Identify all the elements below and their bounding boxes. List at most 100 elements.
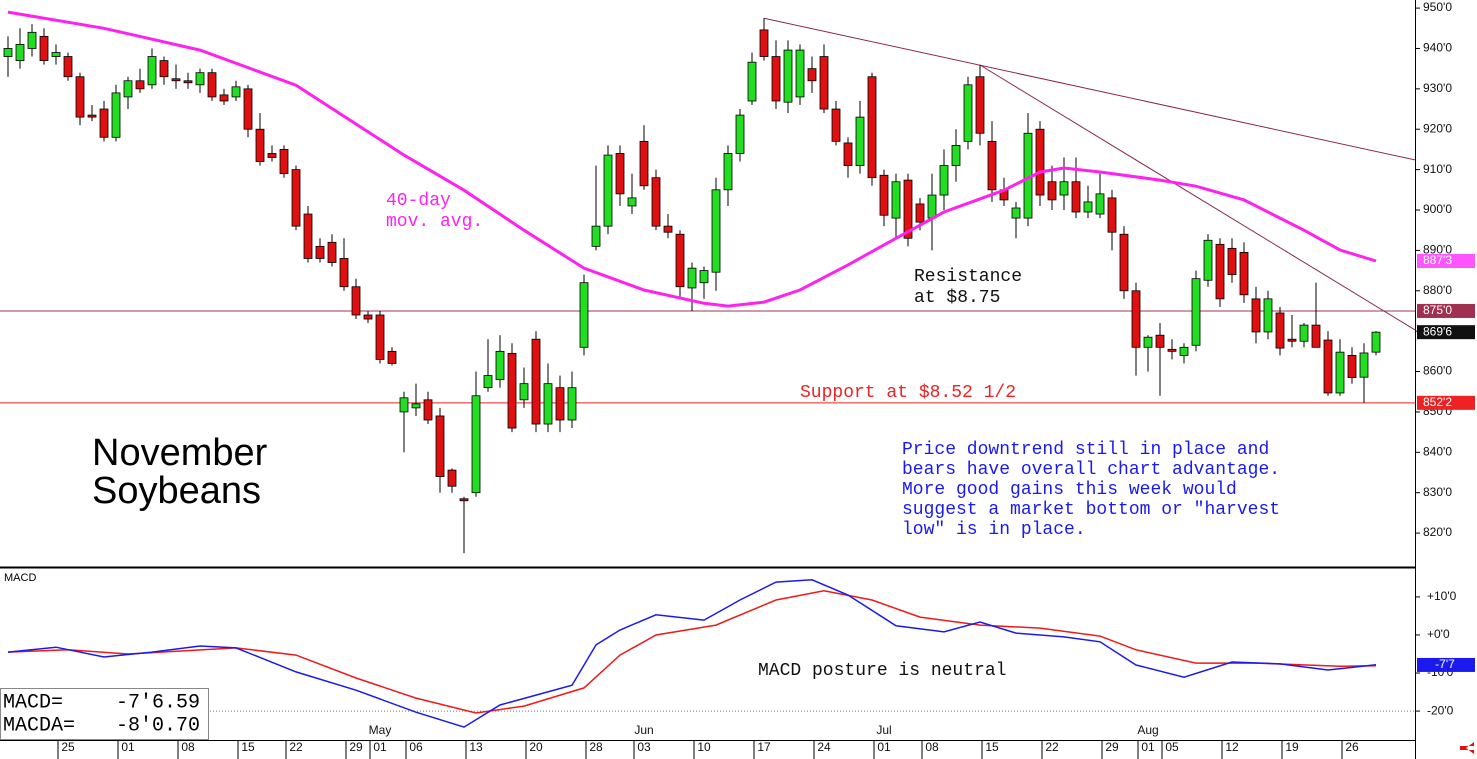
candle-body xyxy=(975,76,985,134)
title-line: November xyxy=(92,432,268,474)
y-tick-label: -20'0 xyxy=(1427,703,1454,717)
price-tag-label: 875'0 xyxy=(1423,303,1452,317)
x-tick-label: 15 xyxy=(241,740,255,754)
moving-average xyxy=(7,10,1377,308)
candle-body xyxy=(831,108,841,142)
resistance-label: Resistance xyxy=(914,267,1022,287)
candle-body xyxy=(963,84,973,142)
candle-body xyxy=(351,286,361,316)
y-tick-label: 920'0 xyxy=(1423,121,1452,135)
y-tick-label: 950'0 xyxy=(1423,0,1452,14)
candle-body xyxy=(531,338,541,425)
candle-body xyxy=(543,383,553,425)
x-tick-label: 12 xyxy=(1225,740,1239,754)
candle-body xyxy=(1347,354,1357,378)
month-label: Jul xyxy=(876,723,891,737)
candle-body xyxy=(1311,324,1321,348)
candle-body xyxy=(807,68,817,82)
candle-body xyxy=(219,94,229,102)
y-tick-label: +10'0 xyxy=(1427,589,1457,603)
candle-body xyxy=(1167,348,1177,352)
price-tag xyxy=(1417,253,1475,268)
x-tick-label: 13 xyxy=(469,740,483,754)
comment-line: More good gains this week would xyxy=(902,480,1237,500)
candle-body xyxy=(63,56,73,78)
candle-body xyxy=(1011,207,1021,219)
candle-body xyxy=(579,282,589,348)
candle-body xyxy=(627,197,637,207)
candle-body xyxy=(1287,338,1297,342)
candle-body xyxy=(687,267,697,289)
candle-body xyxy=(747,61,757,102)
candle-body xyxy=(1071,181,1081,213)
month-label: Aug xyxy=(1137,723,1158,737)
candle-body xyxy=(711,189,721,273)
candle-body xyxy=(435,415,445,477)
candle-body xyxy=(663,225,673,233)
x-tick-label: 06 xyxy=(409,740,423,754)
y-tick-label: 820'0 xyxy=(1423,525,1452,539)
candle-body xyxy=(363,314,373,320)
price-tag-label: 869'6 xyxy=(1423,324,1452,338)
y-tick-label: 910'0 xyxy=(1423,162,1452,176)
candle-body xyxy=(1239,252,1249,296)
candle-body xyxy=(771,56,781,102)
support-label: Support at $8.52 1/2 xyxy=(800,383,1016,403)
candle-body xyxy=(483,375,493,389)
candle-body xyxy=(135,80,145,90)
candle-body xyxy=(1047,181,1057,201)
candle-body xyxy=(279,149,289,175)
candle-body xyxy=(567,387,577,421)
resistance-label: at $8.75 xyxy=(914,288,1000,308)
candle-body xyxy=(855,116,865,166)
macd-line xyxy=(7,590,1377,714)
candle-body xyxy=(315,245,325,259)
candle-body xyxy=(471,395,481,494)
candle-body xyxy=(891,181,901,219)
candle-body xyxy=(75,76,85,118)
candle-body xyxy=(195,72,205,86)
x-tick-label: 17 xyxy=(757,740,771,754)
candle-body xyxy=(555,387,565,421)
candle-body xyxy=(1335,351,1345,394)
candle-body xyxy=(519,383,529,401)
scroll-arrow[interactable] xyxy=(1460,742,1474,754)
comment-line: Price downtrend still in place and xyxy=(902,440,1269,460)
candle-body xyxy=(387,350,397,364)
candle-body xyxy=(459,498,469,502)
readout-value: -8'0.70 xyxy=(116,714,200,737)
candle-body xyxy=(783,49,793,103)
comment-line: low" is in place. xyxy=(902,520,1086,540)
macd-comment: MACD posture is neutral xyxy=(758,661,1006,681)
x-tick-label: 20 xyxy=(529,740,543,754)
candle-body xyxy=(903,179,913,239)
readout-box xyxy=(0,688,209,740)
candle-body xyxy=(123,80,133,98)
price-tag xyxy=(1417,303,1475,318)
y-tick-label: 840'0 xyxy=(1423,444,1452,458)
comment-line: bears have overall chart advantage. xyxy=(902,460,1280,480)
trend-line xyxy=(763,17,1416,161)
y-tick-label: 900'0 xyxy=(1423,202,1452,216)
candle-body xyxy=(1227,247,1237,276)
trend-line xyxy=(979,64,1416,331)
candle-body xyxy=(1131,290,1141,348)
x-tick-label: 22 xyxy=(289,740,303,754)
candle-body xyxy=(951,144,961,166)
candle-body xyxy=(327,241,337,263)
candle-body xyxy=(699,270,709,284)
ma-label: 40-day xyxy=(386,191,451,211)
x-tick-label: 19 xyxy=(1285,740,1299,754)
candle-body xyxy=(87,114,97,118)
candle-body xyxy=(735,114,745,154)
x-tick-label: 01 xyxy=(1141,740,1155,754)
candle-body xyxy=(447,469,457,487)
candle-body xyxy=(1215,243,1225,300)
y-tick-label: 830'0 xyxy=(1423,485,1452,499)
candle-body xyxy=(339,258,349,288)
x-tick-label: 05 xyxy=(1165,740,1179,754)
candle-body xyxy=(399,397,409,413)
candle-body xyxy=(1323,339,1333,394)
